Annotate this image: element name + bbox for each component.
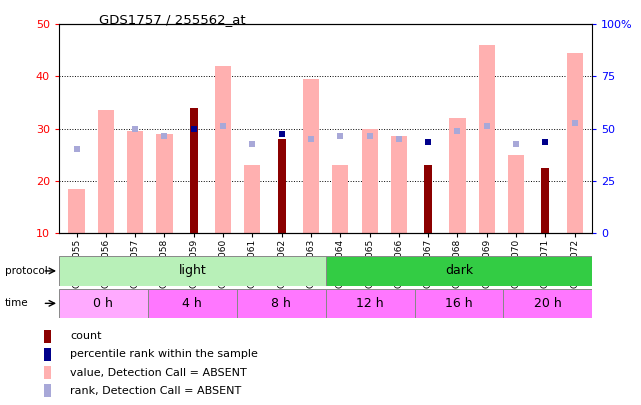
Text: light: light [178, 264, 206, 277]
Bar [127, 131, 143, 233]
Bar [244, 165, 260, 233]
Bar [156, 134, 172, 233]
Bar [59, 256, 326, 286]
Bar [479, 45, 495, 233]
Bar [44, 348, 51, 361]
Text: 16 h: 16 h [445, 297, 473, 310]
Bar [332, 165, 348, 233]
Text: 12 h: 12 h [356, 297, 384, 310]
Bar [44, 330, 51, 343]
Text: dark: dark [445, 264, 473, 277]
Bar [69, 189, 85, 233]
Bar [44, 366, 51, 379]
Text: 8 h: 8 h [271, 297, 291, 310]
Text: 4 h: 4 h [183, 297, 202, 310]
Text: 20 h: 20 h [534, 297, 562, 310]
Bar [44, 384, 51, 397]
Text: percentile rank within the sample: percentile rank within the sample [71, 349, 258, 359]
Text: protocol: protocol [5, 266, 48, 276]
Bar [303, 79, 319, 233]
Bar [567, 53, 583, 233]
Bar [326, 289, 415, 318]
Bar [215, 66, 231, 233]
Text: 0 h: 0 h [94, 297, 113, 310]
Text: rank, Detection Call = ABSENT: rank, Detection Call = ABSENT [71, 386, 242, 396]
Bar [503, 289, 592, 318]
Bar [98, 110, 114, 233]
Bar [190, 108, 198, 233]
Bar [278, 139, 286, 233]
Bar [326, 256, 592, 286]
Bar [415, 289, 503, 318]
Bar [237, 289, 326, 318]
Text: time: time [5, 298, 29, 308]
Text: value, Detection Call = ABSENT: value, Detection Call = ABSENT [71, 367, 247, 377]
Bar [59, 289, 148, 318]
Bar [508, 155, 524, 233]
Bar [148, 289, 237, 318]
Bar [391, 136, 407, 233]
Bar [424, 165, 432, 233]
Text: count: count [71, 331, 102, 341]
Bar [542, 168, 549, 233]
Text: GDS1757 / 255562_at: GDS1757 / 255562_at [99, 13, 246, 26]
Bar [449, 118, 465, 233]
Bar [362, 129, 378, 233]
